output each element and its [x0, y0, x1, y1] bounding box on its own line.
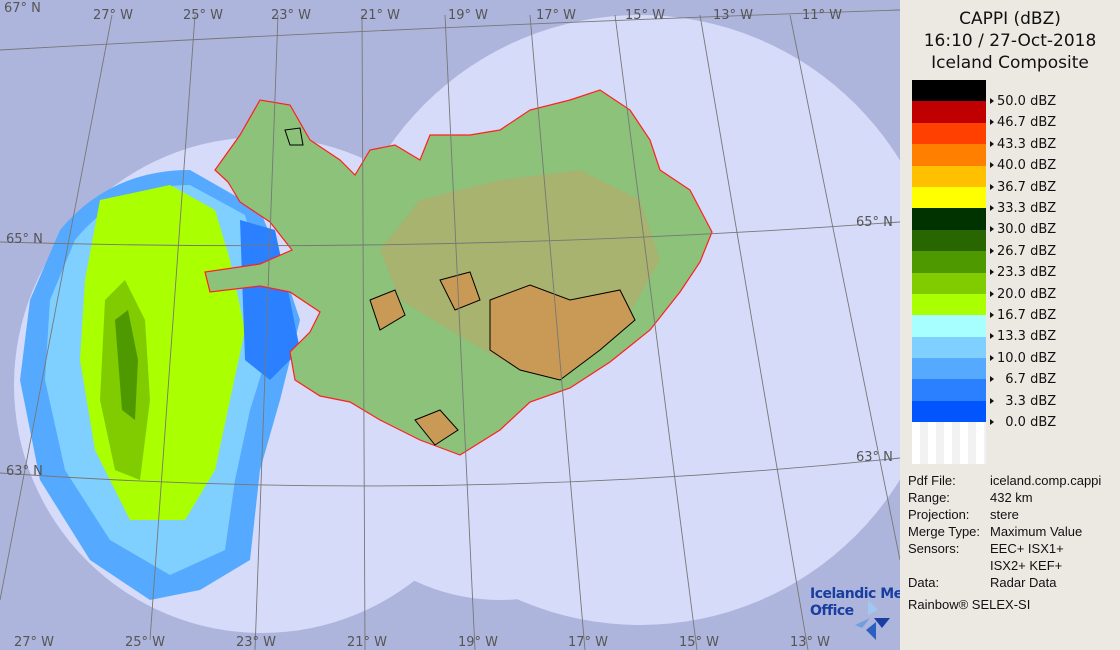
color-swatch	[912, 80, 986, 102]
timestamp: 16:10 / 27-Oct-2018	[923, 31, 1097, 51]
info-value: ISX2+ KEF+	[990, 558, 1063, 573]
imo-logo: Icelandic Met Office	[810, 586, 909, 620]
graticule	[0, 9, 900, 650]
info-row: Merge Type: Maximum Value	[908, 523, 1101, 540]
imo-logo-mark	[855, 600, 890, 640]
color-swatch	[912, 315, 986, 337]
info-key: Sensors:	[908, 541, 960, 556]
product-title: CAPPI (dBZ)	[959, 9, 1061, 29]
iceland-landmass	[204, 89, 713, 456]
info-value: EEC+ ISX1+	[990, 541, 1064, 556]
color-swatch	[912, 186, 986, 209]
info-key: Data:	[908, 575, 940, 590]
color-scale: 50.0 dBZ 46.7 dBZ 43.3 dBZ 40.0 dBZ 36.7 dBZ…	[912, 80, 1056, 465]
svg-text:25° W: 25° W	[183, 8, 223, 23]
svg-text:19° W: 19° W	[448, 8, 488, 23]
info-row: Pdf File: iceland.comp.cappi	[908, 472, 1101, 489]
color-swatch	[912, 379, 986, 401]
color-swatch	[912, 229, 986, 252]
info-row: Projection: stere	[908, 506, 1101, 523]
svg-text:15° W: 15° W	[625, 8, 665, 23]
graticule-labels: 27° W 25° W 23° W 21° W 19° W 17° W 15° …	[4, 1, 893, 650]
info-value: iceland.comp.cappi	[990, 473, 1102, 488]
svg-text:25° W: 25° W	[125, 635, 165, 650]
color-swatch	[912, 272, 986, 294]
scale-label: 20.0 dBZ	[990, 287, 1056, 302]
logo-line2: Office	[810, 603, 854, 619]
svg-text:21° W: 21° W	[347, 635, 387, 650]
svg-text:27° W: 27° W	[93, 8, 133, 23]
svg-text:15° W: 15° W	[679, 635, 719, 650]
svg-text:19° W: 19° W	[458, 635, 498, 650]
scale-label: 6.7 dBZ	[990, 372, 1056, 387]
color-swatch	[912, 208, 986, 230]
color-swatch	[912, 400, 986, 423]
svg-text:17° W: 17° W	[568, 635, 608, 650]
svg-text:65° N: 65° N	[6, 232, 43, 247]
scale-label: 30.0 dBZ	[990, 222, 1056, 237]
logo-line1: Icelandic Met	[810, 586, 909, 602]
svg-text:63° N: 63° N	[856, 450, 893, 465]
software-credit: Rainbow® SELEX-SI	[908, 597, 1031, 612]
composite-name: Iceland Composite	[931, 53, 1089, 73]
info-row: Range: 432 km	[908, 489, 1101, 506]
info-row: Data: Radar Data	[908, 574, 1101, 591]
legend-panel: CAPPI (dBZ) 16:10 / 27-Oct-2018 Iceland …	[900, 0, 1120, 650]
svg-text:21° W: 21° W	[360, 8, 400, 23]
info-value: Radar Data	[990, 575, 1057, 590]
info-key: Projection:	[908, 507, 970, 522]
scale-label: 23.3 dBZ	[990, 265, 1056, 280]
svg-text:17° W: 17° W	[536, 8, 576, 23]
svg-text:65° N: 65° N	[856, 215, 893, 230]
scale-label: 16.7 dBZ	[990, 308, 1056, 323]
info-key: Range:	[908, 490, 950, 505]
color-swatch	[912, 165, 986, 187]
color-swatch	[912, 293, 986, 316]
svg-text:23° W: 23° W	[271, 8, 311, 23]
radar-map: 27° W 25° W 23° W 21° W 19° W 17° W 15° …	[0, 0, 900, 650]
scale-label: 26.7 dBZ	[990, 244, 1056, 259]
scale-label: 0.0 dBZ	[990, 415, 1056, 430]
svg-text:27° W: 27° W	[14, 635, 54, 650]
color-swatch	[912, 336, 986, 359]
svg-text:67° N: 67° N	[4, 1, 41, 16]
info-value: stere	[990, 507, 1019, 522]
color-swatch	[912, 144, 986, 166]
legend-title: CAPPI (dBZ) 16:10 / 27-Oct-2018 Iceland …	[900, 8, 1120, 74]
info-key	[908, 557, 990, 574]
color-swatch	[912, 358, 986, 380]
scale-label: 40.0 dBZ	[990, 158, 1056, 173]
info-row: Sensors: EEC+ ISX1+	[908, 540, 1101, 557]
product-info: Pdf File: iceland.comp.cappi Range: 432 km P…	[908, 472, 1101, 591]
color-swatch	[912, 122, 986, 145]
info-key: Merge Type:	[908, 524, 981, 539]
scale-label: 33.3 dBZ	[990, 201, 1056, 216]
svg-text:11° W: 11° W	[802, 8, 842, 23]
svg-text:13° W: 13° W	[790, 635, 830, 650]
svg-text:13° W: 13° W	[713, 8, 753, 23]
color-swatch	[912, 422, 986, 465]
scale-label: 10.0 dBZ	[990, 351, 1056, 366]
info-row: ISX2+ KEF+	[908, 557, 1101, 574]
info-value: 432 km	[990, 490, 1033, 505]
svg-text:23° W: 23° W	[236, 635, 276, 650]
color-swatch	[912, 101, 986, 123]
scale-label: 50.0 dBZ	[990, 94, 1056, 109]
info-value: Maximum Value	[990, 524, 1083, 539]
scale-label: 3.3 dBZ	[990, 394, 1056, 409]
color-swatch	[912, 251, 986, 273]
scale-label: 13.3 dBZ	[990, 329, 1056, 344]
svg-text:63° N: 63° N	[6, 464, 43, 479]
scale-label: 43.3 dBZ	[990, 137, 1056, 152]
scale-label: 36.7 dBZ	[990, 180, 1056, 195]
info-key: Pdf File:	[908, 473, 956, 488]
scale-label: 46.7 dBZ	[990, 115, 1056, 130]
